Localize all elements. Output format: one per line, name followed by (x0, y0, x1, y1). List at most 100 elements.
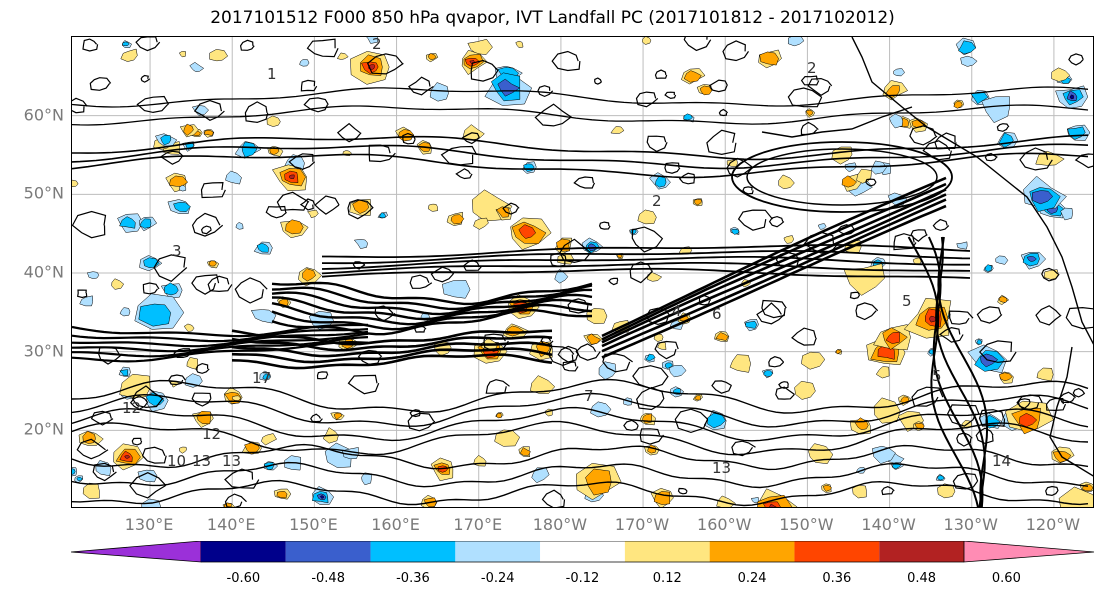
ivt-contour (800, 75, 820, 86)
ivt-contour (347, 374, 380, 395)
qvapor-fill-region (1058, 486, 1093, 507)
ivt-contour (72, 97, 88, 114)
ivt-contour (82, 38, 99, 52)
ivt-contour (461, 132, 480, 145)
ivt-contour (984, 152, 998, 162)
colorbar-tick-label: 0.60 (991, 571, 1021, 586)
qvapor-fill-region (333, 412, 343, 420)
ivt-contour (551, 50, 581, 72)
qvapor-fill-region (276, 491, 288, 499)
colorbar-segment (285, 541, 371, 562)
qvapor-fill-region (787, 37, 805, 47)
qvapor-fill-region (467, 39, 493, 55)
ivt-contour (948, 310, 974, 325)
qvapor-fill-region (769, 503, 777, 507)
ivt-contour (276, 191, 310, 211)
coastline-baja (1049, 346, 1093, 477)
ivt-contour (631, 226, 664, 253)
qvapor-fill-region (530, 375, 556, 394)
longitude-label: 180°W (532, 515, 588, 534)
qvapor-fill-region (183, 323, 195, 332)
qvapor-fill-region (763, 370, 773, 377)
ivt-contour (368, 144, 396, 163)
qvapor-fill-region (668, 365, 687, 378)
ivt-contour (131, 385, 164, 409)
ivt-contour (1072, 387, 1086, 398)
ivt-contour (322, 244, 971, 258)
qvapor-fill-region (111, 278, 125, 290)
qvapor-fill-region (429, 82, 449, 102)
ivt-contour (534, 103, 573, 127)
ivt-contour (129, 472, 167, 499)
longitude-label: 170°W (614, 515, 670, 534)
qvapor-fill-region (119, 369, 129, 377)
qvapor-fill-region (137, 469, 158, 483)
qvapor-fill-region (196, 410, 211, 425)
ivt-contour (135, 37, 161, 52)
contour-label: 5 (932, 367, 942, 385)
ivt-contour (462, 259, 483, 271)
qvapor-fill-region (654, 175, 667, 188)
ivt-contour (996, 123, 1010, 132)
colorbar-segment (794, 541, 880, 562)
qvapor-fill-region (641, 37, 652, 45)
ivt-contour (678, 172, 696, 185)
qvapor-fill-region (783, 235, 794, 244)
ivt-contour (299, 198, 316, 211)
qvapor-fill-region (518, 224, 537, 239)
ivt-contour (142, 282, 160, 295)
qvapor-fill-region (189, 61, 205, 72)
qvapor-fill-region (208, 260, 217, 267)
qvapor-fill-region (716, 495, 736, 507)
ivt-contour (737, 209, 773, 231)
qvapor-fill-region (72, 179, 79, 187)
ivt-contour (193, 99, 225, 121)
colorbar-outline (201, 541, 964, 563)
ivt-contour (865, 178, 877, 187)
ivt-contour (414, 325, 427, 333)
qvapor-fill-region (256, 242, 269, 253)
qvapor-fill-region (694, 198, 702, 206)
ivt-contour (910, 229, 928, 242)
colorbar-tick-label: 0.12 (652, 571, 682, 586)
qvapor-fill-region (1018, 413, 1038, 428)
ivt-contour (336, 122, 362, 143)
ivt-contour (72, 420, 1089, 456)
ivt-contour (140, 74, 151, 83)
qvapor-fill-region (531, 467, 550, 484)
qvapor-fill-region (299, 59, 310, 67)
qvapor-fill-region (1026, 256, 1037, 262)
ivt-contour (470, 59, 499, 82)
ivt-contour (141, 446, 167, 464)
coastline-north-america (851, 37, 1093, 345)
qvapor-fill-region (953, 100, 963, 109)
qvapor-fill-region (515, 40, 524, 48)
qvapor-fill-region (715, 332, 729, 341)
ivt-contour (775, 386, 795, 400)
contour-label: 12 (122, 399, 141, 417)
ivt-contour (1068, 53, 1084, 66)
qvapor-fill-region (173, 202, 191, 212)
ivt-contour (72, 152, 1089, 179)
qvapor-fill-region (124, 455, 131, 459)
ivt-contour (485, 379, 510, 394)
qvapor-fill-region (494, 429, 521, 447)
qvapor-fill-region (139, 218, 152, 229)
ivt-contour (761, 299, 787, 319)
qvapor-fill-region (427, 53, 437, 60)
ivt-contour (1035, 305, 1062, 326)
colorbar-tick-label: -0.24 (480, 571, 515, 586)
ivt-contour (72, 461, 1089, 489)
qvapor-fill-region (76, 476, 84, 481)
ivt-contour (310, 413, 323, 423)
qvapor-fill-region (610, 126, 625, 134)
qvapor-fill-region (497, 78, 521, 97)
longitude-label: 140°W (861, 515, 916, 534)
qvapor-fill-region (82, 482, 100, 499)
qvapor-fill-region (586, 333, 601, 345)
ivt-contour (207, 275, 233, 293)
ivt-contour (407, 412, 436, 432)
qvapor-fill-region (984, 264, 992, 272)
ivt-contour (537, 85, 554, 98)
ivt-contour (200, 225, 212, 235)
